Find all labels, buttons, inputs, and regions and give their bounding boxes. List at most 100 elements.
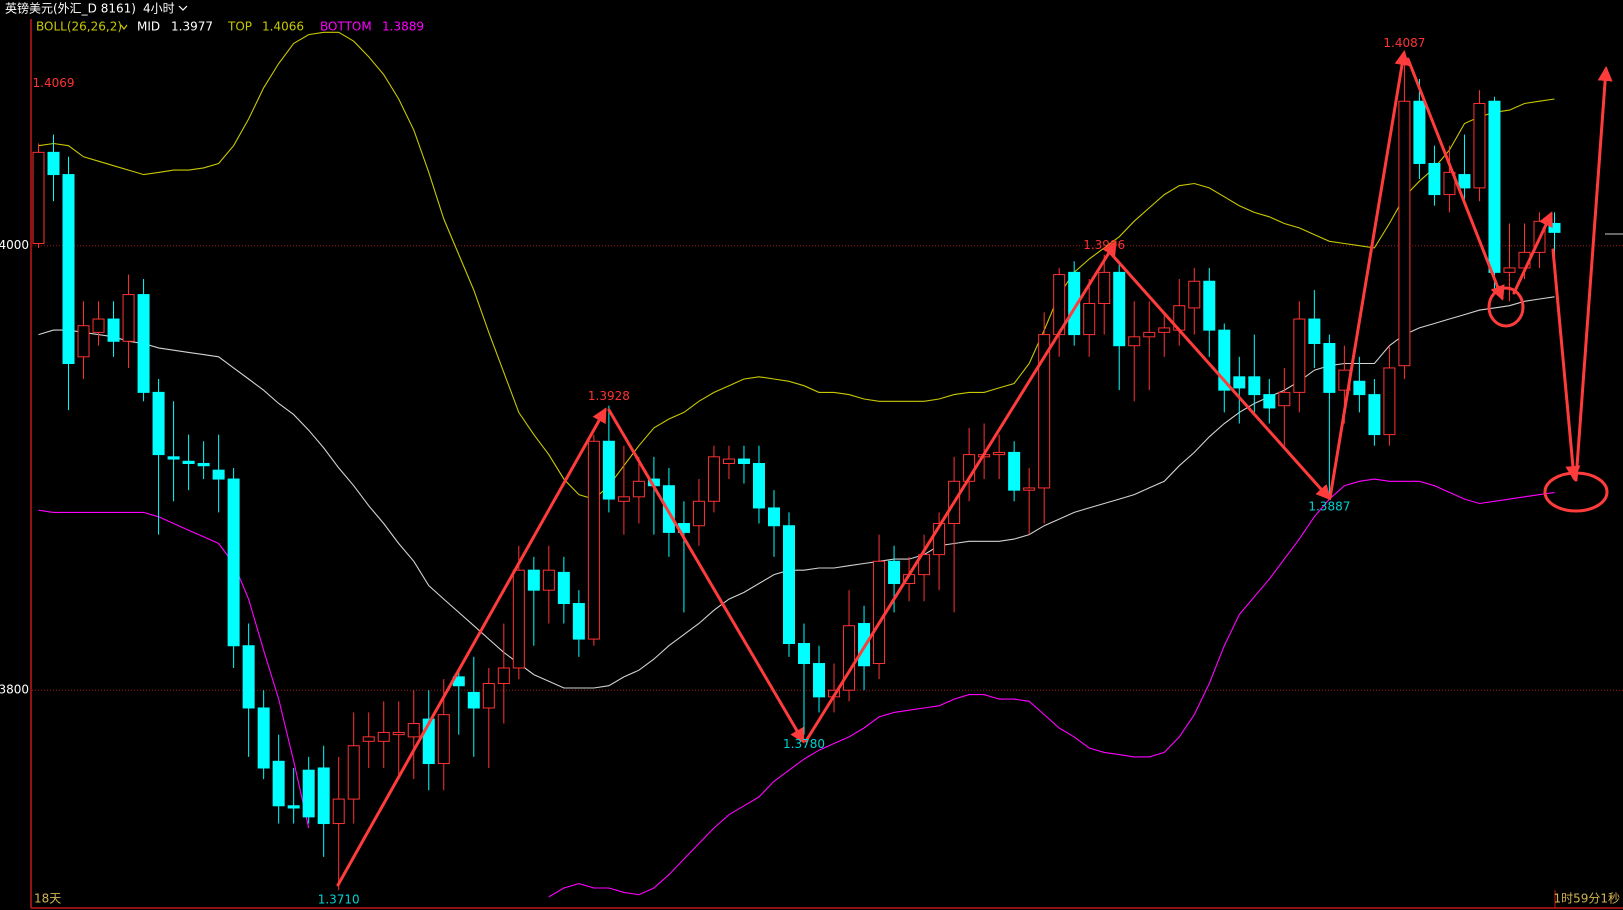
band-line bbox=[38, 509, 310, 829]
indicator-label[interactable]: BOLL(26,26,2) bbox=[36, 20, 122, 34]
candle-body bbox=[482, 683, 495, 709]
candle-body bbox=[1428, 162, 1441, 196]
candle-body bbox=[617, 496, 630, 502]
drawing-layer bbox=[336, 50, 1613, 887]
candle-body bbox=[993, 451, 1006, 456]
candle-body bbox=[212, 469, 225, 480]
candle-body bbox=[47, 151, 60, 176]
plot-area bbox=[32, 31, 1623, 898]
candle-body bbox=[1083, 302, 1096, 336]
dropdown-icon[interactable] bbox=[178, 5, 188, 11]
extreme-label: 1.3928 bbox=[588, 389, 630, 403]
candle-body bbox=[1233, 376, 1246, 389]
candle-body bbox=[392, 731, 405, 736]
candle-body bbox=[1458, 174, 1471, 189]
status-left: 18天 bbox=[34, 892, 61, 906]
candle-body bbox=[542, 569, 555, 591]
candle-body bbox=[888, 560, 901, 585]
extreme-label: 1.4087 bbox=[1383, 36, 1425, 50]
candle-body bbox=[933, 523, 946, 556]
instrument-title[interactable]: 英镑美元(外汇_D 8161) bbox=[5, 1, 136, 16]
extreme-label: 1.3780 bbox=[783, 737, 825, 751]
candle-body bbox=[1413, 100, 1426, 164]
candle-body bbox=[1218, 329, 1231, 391]
candle-body bbox=[1143, 331, 1156, 338]
candle-body bbox=[1008, 451, 1021, 491]
candle-body bbox=[257, 707, 270, 769]
candle-body bbox=[1188, 280, 1201, 309]
candle-body bbox=[1368, 394, 1381, 436]
candle-body bbox=[107, 318, 120, 342]
candle-body bbox=[407, 723, 420, 738]
extreme-label: 1.3996 bbox=[1083, 238, 1125, 252]
candle-body bbox=[1023, 487, 1036, 491]
candle-body bbox=[272, 760, 285, 807]
highlight-circle bbox=[1543, 471, 1609, 513]
candle-body bbox=[167, 456, 180, 460]
trend-arrow bbox=[607, 408, 805, 744]
candle-body bbox=[1488, 100, 1501, 273]
candle-body bbox=[918, 554, 931, 576]
candle-body bbox=[707, 456, 720, 502]
candle-body bbox=[602, 440, 615, 500]
candle-body bbox=[813, 663, 826, 698]
candle-body bbox=[1128, 336, 1141, 347]
candle-body bbox=[798, 643, 811, 665]
trend-arrow bbox=[1574, 66, 1613, 482]
candle-body bbox=[152, 391, 165, 456]
candle-body bbox=[1398, 100, 1411, 367]
candle-body bbox=[1248, 376, 1261, 396]
legend-value: 1.3889 bbox=[382, 20, 424, 34]
candle-body bbox=[692, 500, 705, 527]
candle-body bbox=[287, 805, 300, 809]
trend-arrow bbox=[804, 240, 1117, 743]
candle-body bbox=[317, 767, 330, 825]
candle-body bbox=[572, 603, 585, 640]
candle-body bbox=[347, 745, 360, 800]
band-line bbox=[38, 31, 1555, 500]
legend-name: TOP bbox=[227, 20, 252, 34]
candle-body bbox=[843, 625, 856, 691]
candle-body bbox=[32, 151, 45, 244]
candle-body bbox=[737, 458, 750, 464]
legend-name: BOTTOM bbox=[320, 20, 372, 34]
candle-body bbox=[302, 769, 315, 818]
trend-arrow bbox=[1512, 211, 1553, 295]
candle-body bbox=[62, 174, 75, 364]
candle-body bbox=[1158, 327, 1171, 333]
y-tick-label: 3800 bbox=[0, 683, 29, 697]
candle-body bbox=[1113, 271, 1126, 347]
trend-arrow bbox=[336, 407, 607, 887]
candle-body bbox=[527, 569, 540, 591]
candle-body bbox=[197, 463, 210, 467]
extreme-label: 1.3710 bbox=[318, 893, 360, 907]
candle-body bbox=[1293, 318, 1306, 393]
candle-body bbox=[783, 525, 795, 645]
candle-body bbox=[422, 718, 435, 765]
trend-arrow bbox=[1551, 248, 1581, 481]
highlight-circle bbox=[1487, 286, 1525, 328]
candle-body bbox=[1263, 394, 1276, 409]
candle-body bbox=[1308, 318, 1321, 344]
extreme-label: 1.3887 bbox=[1308, 499, 1350, 513]
trend-arrow bbox=[1406, 57, 1505, 301]
candle-body bbox=[873, 560, 886, 665]
extreme-label: 1.4069 bbox=[33, 76, 75, 90]
candle-body bbox=[92, 318, 105, 333]
candle-body bbox=[1068, 271, 1081, 336]
band-line bbox=[548, 478, 1555, 898]
candle-body bbox=[767, 507, 780, 527]
candle-body bbox=[332, 798, 345, 825]
candle-body bbox=[1548, 222, 1561, 233]
candle-body bbox=[557, 571, 570, 605]
dropdown-icon[interactable] bbox=[120, 24, 128, 30]
candle-body bbox=[1443, 171, 1456, 196]
candle-body bbox=[242, 645, 255, 709]
status-right: 1时59分1秒 bbox=[1553, 892, 1620, 906]
period-selector[interactable]: 4小时 bbox=[143, 2, 175, 16]
trend-arrow bbox=[1328, 50, 1410, 500]
legend-value: 1.3977 bbox=[171, 20, 213, 34]
candle-body bbox=[122, 294, 135, 342]
